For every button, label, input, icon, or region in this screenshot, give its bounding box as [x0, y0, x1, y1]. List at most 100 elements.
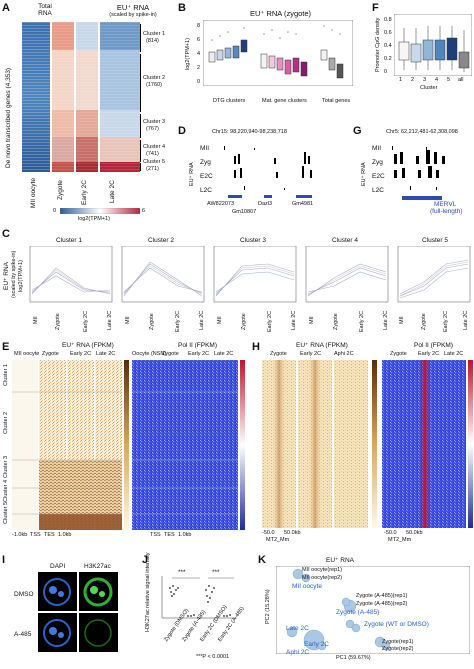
- g-track-label: MII: [372, 145, 382, 152]
- k-group-label: MII oocyte: [292, 583, 322, 590]
- c-panel-title: Cluster 1: [56, 237, 83, 244]
- c-xtick: Early 2C: [359, 310, 365, 332]
- g-tracks: [392, 146, 445, 200]
- a-scale-max: 6: [142, 208, 146, 214]
- h-eu-title: EU⁺ RNA (FPKM): [296, 342, 348, 349]
- f-xtick: 3: [423, 77, 427, 83]
- c-xtick: Early 2C: [175, 310, 181, 332]
- h-kb-right: 50.0kb: [284, 530, 301, 536]
- g-track-label: Zyg: [372, 159, 383, 166]
- b-ytick: 8: [197, 23, 201, 29]
- c-ysub: (scaled by spike-in): [11, 250, 17, 298]
- b-ytick: 2: [197, 65, 201, 71]
- e-tes-label: TES: [44, 532, 55, 538]
- e-eu-colorbar: [124, 360, 129, 530]
- c-xtick: MII: [399, 316, 405, 324]
- panel-label-i: I: [2, 554, 6, 566]
- e-kb-label: 1.0kb: [58, 532, 72, 538]
- h-pol-col: Early 2C: [418, 351, 440, 357]
- a-cluster5-bracket: [140, 163, 141, 171]
- c-xtick: Zygote: [421, 313, 427, 330]
- b-boxplot: [203, 20, 353, 86]
- panel-label-c: C: [2, 228, 10, 240]
- b-title: EU⁺ RNA (zygote): [250, 9, 312, 18]
- e-eu-col: Early 2C: [70, 351, 92, 357]
- a-cluster-name: Cluster 2: [143, 75, 166, 81]
- k-xlabel: PC1 (59.67%): [336, 655, 371, 661]
- d-gene-label: AW822073: [207, 201, 235, 207]
- k-point-label: MII oocyte(rep1): [302, 567, 343, 573]
- e-eu-col: MII oocyte: [14, 351, 40, 357]
- c-xtick: MII: [125, 316, 131, 324]
- b-ytick: 6: [197, 37, 201, 43]
- h-pol-col: Late 2C: [444, 351, 464, 357]
- f-xtick: 2: [411, 77, 415, 83]
- k-title: EU⁺ RNA: [326, 557, 354, 564]
- h-mt2-label: MT2_Mm: [388, 537, 412, 543]
- f-xtick: 5: [447, 77, 451, 83]
- h-eu-heatmap: [262, 360, 368, 528]
- d-gene-label: Dazl3: [258, 201, 273, 207]
- a-cluster3-bracket: [140, 114, 141, 138]
- k-point-label: Zygote (A-485)(rep1): [356, 593, 408, 599]
- h-pol-heatmap: [382, 360, 466, 528]
- a-cluster-count: (767): [146, 126, 159, 132]
- a-cluster-count: (814): [146, 38, 159, 44]
- a-color-scale: [60, 208, 140, 214]
- h-eu-colorbar: [372, 360, 377, 528]
- k-ylabel: PC2 (15.28%): [265, 589, 271, 624]
- c-panel-title: Cluster 3: [240, 237, 267, 244]
- h-pol-colorbar: [468, 360, 473, 528]
- panel-label-h: H: [252, 341, 260, 353]
- d-ylabel: EU⁺ RNA: [189, 162, 195, 186]
- g-track-label: E2C: [372, 173, 385, 180]
- d-track-label: L2C: [200, 187, 212, 194]
- d-tracks: [224, 146, 312, 198]
- a-xlabel: Zygote: [57, 180, 64, 200]
- panel-label-d: D: [178, 125, 186, 137]
- f-xtick: all: [458, 77, 464, 83]
- h-kb-left: -50.0: [384, 530, 397, 536]
- c-panel-title: Cluster 4: [332, 237, 359, 244]
- g-track-label: L2C: [372, 187, 384, 194]
- b-group-label: DTG clusters: [213, 98, 246, 104]
- g-gene-label: MERVL: [434, 201, 457, 208]
- panel-label-b: B: [178, 2, 186, 14]
- a-eu-rna-label: EU⁺ RNA: [116, 3, 150, 12]
- c-xtick: MII: [309, 316, 315, 324]
- b-ytick: 4: [197, 51, 201, 57]
- f-ytick: 0.6: [384, 30, 392, 36]
- f-ytick: 0.4: [384, 43, 392, 49]
- h-eu-col: Early 2C: [300, 351, 322, 357]
- a-total-rna-label: Total RNA: [38, 3, 52, 17]
- a-scale-label: log2(TPM+1): [78, 216, 110, 222]
- f-ytick: 0: [384, 69, 388, 75]
- f-xlabel: Cluster: [420, 85, 438, 91]
- e-kb-label: 1.0kb: [178, 532, 192, 538]
- h-pol-col: Zygote: [390, 351, 407, 357]
- d-gene-label: Gm4981: [292, 201, 314, 207]
- a-cluster2-bracket: [140, 54, 141, 112]
- j-significance: ***: [212, 569, 220, 576]
- e-eu-col: Late 2C: [96, 351, 116, 357]
- e-pol-heatmap: [132, 360, 238, 530]
- e-cluster-label: Cluster 4: [3, 479, 9, 502]
- c-xtick: Early 2C: [443, 310, 449, 332]
- e-cluster-label: Cluster 2: [3, 411, 9, 434]
- c-xtick: Zygote: [55, 313, 61, 330]
- e-tes-label: TES: [164, 532, 175, 538]
- a-xlabel: Late 2C: [109, 180, 116, 203]
- e-pol-col: Oocyte (NSN): [132, 351, 167, 357]
- c-xtick: Late 2C: [107, 310, 113, 330]
- k-point-label: Zygote(rep2): [382, 646, 414, 652]
- a-cluster-count: (271): [146, 166, 159, 172]
- b-group-label: Total genes: [322, 98, 351, 104]
- c-ysub2: log2(TPM+1): [18, 260, 24, 292]
- e-cluster-label: Cluster 5: [3, 501, 9, 524]
- k-point-label: MII oocyte(rep2): [302, 575, 343, 581]
- e-tss-label: TSS: [150, 532, 161, 538]
- a-heatmap: [22, 22, 140, 172]
- k-group-label: Early 2C: [304, 641, 329, 648]
- panel-label-k: K: [258, 554, 266, 566]
